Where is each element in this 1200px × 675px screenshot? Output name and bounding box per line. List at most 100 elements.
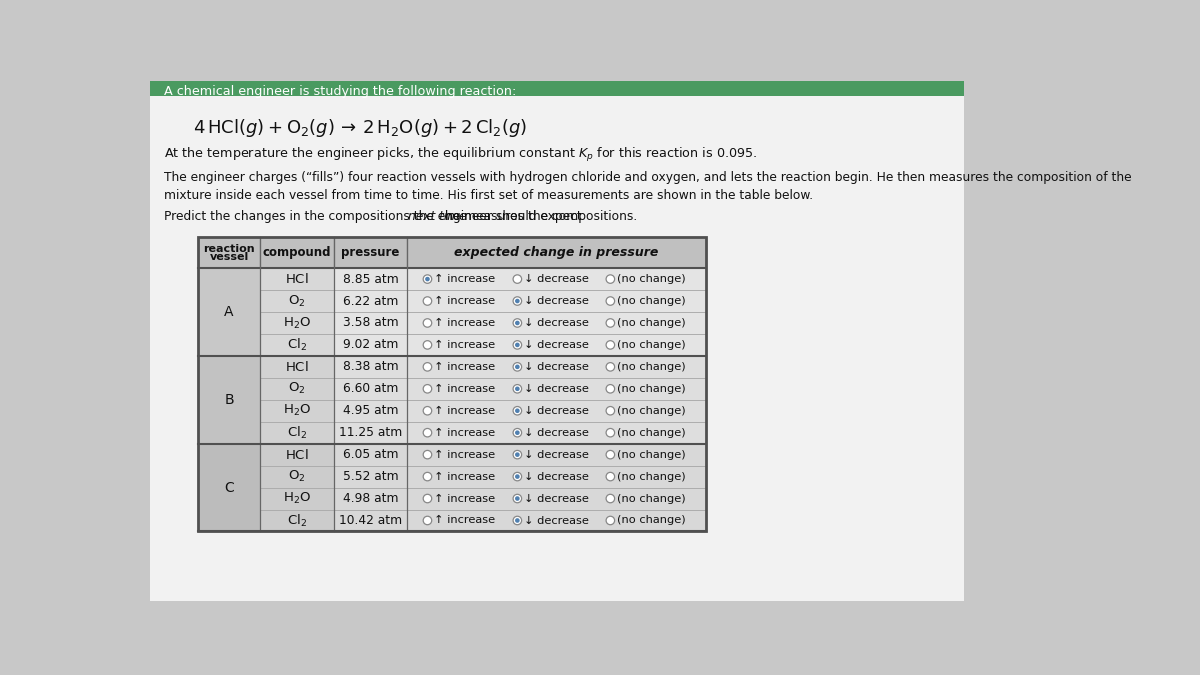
Circle shape	[514, 406, 522, 415]
Circle shape	[424, 275, 432, 284]
Circle shape	[424, 450, 432, 459]
Circle shape	[424, 494, 432, 503]
FancyBboxPatch shape	[407, 290, 706, 312]
Circle shape	[424, 406, 432, 415]
FancyBboxPatch shape	[407, 268, 706, 290]
Circle shape	[515, 321, 520, 325]
Text: expected change in pressure: expected change in pressure	[455, 246, 659, 259]
Circle shape	[606, 516, 614, 524]
Text: 5.52 atm: 5.52 atm	[343, 470, 398, 483]
FancyBboxPatch shape	[198, 356, 260, 443]
Text: ↓ decrease: ↓ decrease	[524, 428, 589, 437]
Text: (no change): (no change)	[617, 450, 686, 460]
Circle shape	[424, 429, 432, 437]
Text: ↑ increase: ↑ increase	[434, 318, 496, 328]
Text: 6.60 atm: 6.60 atm	[343, 382, 398, 396]
Circle shape	[515, 299, 520, 303]
FancyBboxPatch shape	[334, 422, 407, 443]
Text: 4.98 atm: 4.98 atm	[343, 492, 398, 505]
FancyBboxPatch shape	[260, 487, 334, 510]
Circle shape	[514, 472, 522, 481]
Text: he measures the compositions.: he measures the compositions.	[440, 210, 637, 223]
Circle shape	[606, 450, 614, 459]
Circle shape	[424, 472, 432, 481]
FancyBboxPatch shape	[407, 466, 706, 487]
FancyBboxPatch shape	[260, 400, 334, 422]
FancyBboxPatch shape	[334, 290, 407, 312]
Text: A: A	[224, 305, 234, 319]
Text: (no change): (no change)	[617, 384, 686, 394]
Text: ↓ decrease: ↓ decrease	[524, 340, 589, 350]
Text: B: B	[224, 393, 234, 407]
FancyBboxPatch shape	[260, 378, 334, 400]
FancyBboxPatch shape	[198, 238, 260, 268]
FancyBboxPatch shape	[407, 238, 706, 268]
Text: $4\,\mathrm{HCl}(g)+\mathrm{O_2}(g)\,\rightarrow\,2\,\mathrm{H_2O}(g)+2\,\mathrm: $4\,\mathrm{HCl}(g)+\mathrm{O_2}(g)\,\ri…	[193, 117, 527, 139]
FancyBboxPatch shape	[407, 487, 706, 510]
Text: (no change): (no change)	[617, 493, 686, 504]
Text: Predict the changes in the compositions the engineer should expect: Predict the changes in the compositions …	[164, 210, 586, 223]
Circle shape	[514, 516, 522, 524]
Text: (no change): (no change)	[617, 406, 686, 416]
Text: C: C	[224, 481, 234, 495]
FancyBboxPatch shape	[260, 334, 334, 356]
Text: 6.22 atm: 6.22 atm	[343, 294, 398, 308]
Circle shape	[424, 319, 432, 327]
Circle shape	[515, 364, 520, 369]
FancyBboxPatch shape	[407, 400, 706, 422]
Text: ↓ decrease: ↓ decrease	[524, 362, 589, 372]
Text: 9.02 atm: 9.02 atm	[343, 338, 398, 352]
FancyBboxPatch shape	[334, 510, 407, 531]
FancyBboxPatch shape	[407, 510, 706, 531]
Text: ↑ increase: ↑ increase	[434, 493, 496, 504]
Text: 10.42 atm: 10.42 atm	[338, 514, 402, 527]
FancyBboxPatch shape	[334, 334, 407, 356]
Text: (no change): (no change)	[617, 296, 686, 306]
FancyBboxPatch shape	[260, 290, 334, 312]
Circle shape	[515, 343, 520, 347]
FancyBboxPatch shape	[260, 312, 334, 334]
Text: (no change): (no change)	[617, 340, 686, 350]
Circle shape	[515, 475, 520, 479]
Text: ↓ decrease: ↓ decrease	[524, 493, 589, 504]
Circle shape	[424, 362, 432, 371]
Text: reaction: reaction	[203, 244, 254, 254]
Text: compound: compound	[263, 246, 331, 259]
Circle shape	[606, 472, 614, 481]
Text: ↓ decrease: ↓ decrease	[524, 296, 589, 306]
FancyBboxPatch shape	[407, 422, 706, 443]
Circle shape	[606, 341, 614, 349]
Circle shape	[514, 275, 522, 284]
Text: ↑ increase: ↑ increase	[434, 362, 496, 372]
FancyBboxPatch shape	[334, 443, 407, 466]
Text: 8.85 atm: 8.85 atm	[343, 273, 398, 286]
Circle shape	[424, 297, 432, 305]
Circle shape	[606, 319, 614, 327]
Circle shape	[425, 277, 430, 281]
Text: ↑ increase: ↑ increase	[434, 340, 496, 350]
Text: ↑ increase: ↑ increase	[434, 384, 496, 394]
Text: $\mathrm{O_2}$: $\mathrm{O_2}$	[288, 294, 306, 308]
FancyBboxPatch shape	[260, 356, 334, 378]
Circle shape	[606, 275, 614, 284]
FancyBboxPatch shape	[334, 238, 407, 268]
Text: ↑ increase: ↑ increase	[434, 450, 496, 460]
Circle shape	[424, 516, 432, 524]
Text: (no change): (no change)	[617, 516, 686, 525]
Text: $\mathrm{H_2O}$: $\mathrm{H_2O}$	[283, 491, 311, 506]
Circle shape	[514, 385, 522, 393]
Text: ↓ decrease: ↓ decrease	[524, 274, 589, 284]
Circle shape	[514, 450, 522, 459]
Circle shape	[515, 408, 520, 413]
Text: next time: next time	[408, 210, 467, 223]
Circle shape	[515, 431, 520, 435]
Text: A chemical engineer is studying the following reaction:: A chemical engineer is studying the foll…	[164, 84, 516, 97]
FancyBboxPatch shape	[407, 378, 706, 400]
Circle shape	[606, 494, 614, 503]
Text: ↓ decrease: ↓ decrease	[524, 318, 589, 328]
FancyBboxPatch shape	[260, 268, 334, 290]
Text: ↑ increase: ↑ increase	[434, 516, 496, 525]
Text: $\mathrm{H_2O}$: $\mathrm{H_2O}$	[283, 315, 311, 331]
Circle shape	[606, 406, 614, 415]
Circle shape	[514, 341, 522, 349]
